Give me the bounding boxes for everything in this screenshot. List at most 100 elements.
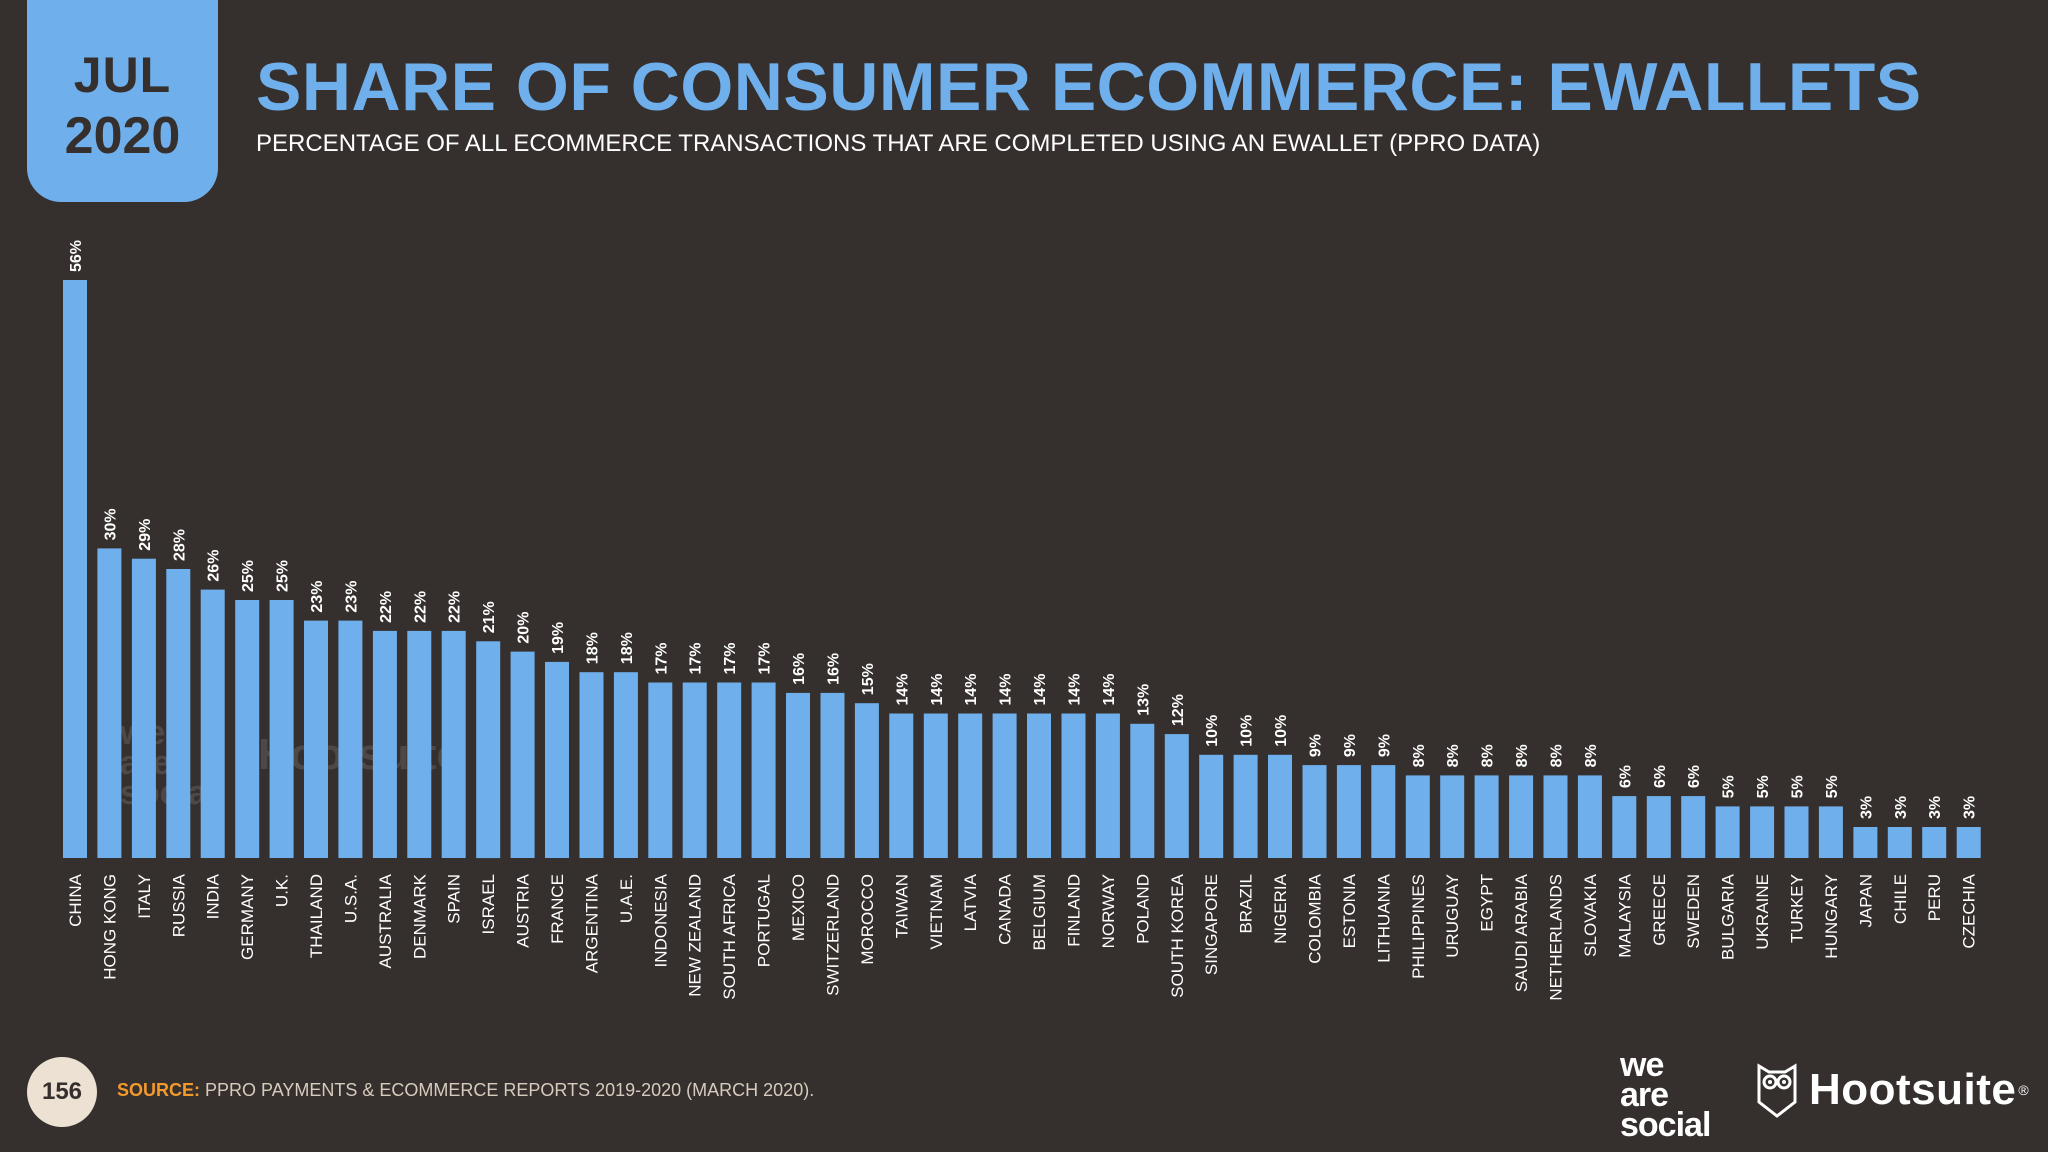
category-label: PHILIPPINES: [1409, 874, 1428, 979]
bar: [510, 651, 535, 858]
category-label: LITHUANIA: [1374, 873, 1393, 962]
category-label: U.A.E.: [617, 874, 636, 923]
category-label: RUSSIA: [169, 873, 188, 937]
bar: [338, 620, 363, 858]
data-label: 15%: [860, 663, 877, 695]
category-label: HUNGARY: [1822, 874, 1841, 959]
category-label: CZECHIA: [1960, 873, 1979, 948]
date-badge: JUL 2020: [27, 0, 218, 202]
bar: [717, 682, 742, 858]
data-label: 5%: [1755, 775, 1772, 798]
data-label: 25%: [240, 560, 257, 592]
data-label: 9%: [1308, 734, 1325, 757]
category-label: CHILE: [1891, 874, 1910, 924]
bar: [166, 569, 191, 858]
bar: [476, 641, 501, 859]
data-label: 21%: [481, 601, 498, 633]
badge-month: JUL: [73, 47, 172, 103]
category-label: NORWAY: [1099, 874, 1118, 948]
data-label: 14%: [1101, 673, 1118, 705]
bar: [1887, 827, 1912, 858]
data-label: 10%: [1273, 715, 1290, 747]
category-label: POLAND: [1133, 874, 1152, 944]
data-label: 22%: [447, 591, 464, 623]
category-label: ESTONIA: [1340, 873, 1359, 948]
bar: [1543, 775, 1568, 858]
category-label: SINGAPORE: [1202, 874, 1221, 975]
source-text: PPRO PAYMENTS & ECOMMERCE REPORTS 2019-2…: [205, 1080, 815, 1100]
bar: [648, 682, 673, 858]
category-label: ITALY: [135, 874, 154, 919]
data-label: 9%: [1376, 734, 1393, 757]
registered-mark: ®: [2018, 1082, 2029, 1098]
category-label: BULGARIA: [1719, 873, 1738, 960]
category-label: SOUTH AFRICA: [720, 873, 739, 999]
chart-subtitle: PERCENTAGE OF ALL ECOMMERCE TRANSACTIONS…: [256, 130, 1541, 157]
category-label: MALAYSIA: [1615, 873, 1634, 957]
data-label: 16%: [791, 653, 808, 685]
category-label: CHINA: [66, 873, 85, 927]
category-label: GERMANY: [238, 874, 257, 960]
data-label: 17%: [688, 642, 705, 674]
data-label: 25%: [275, 560, 292, 592]
bar: [1095, 713, 1120, 858]
data-label: 14%: [1067, 673, 1084, 705]
data-label: 18%: [585, 632, 602, 664]
data-label: 18%: [619, 632, 636, 664]
bar: [1509, 775, 1534, 858]
data-label: 6%: [1617, 765, 1634, 788]
category-label: SWEDEN: [1684, 874, 1703, 949]
data-label: 8%: [1514, 744, 1531, 767]
bar: [1715, 806, 1740, 858]
category-label: SWITZERLAND: [824, 874, 843, 996]
bar: [269, 600, 294, 858]
data-label: 23%: [343, 581, 360, 613]
category-label: FINLAND: [1065, 874, 1084, 947]
category-label: SPAIN: [445, 874, 464, 924]
data-label: 29%: [137, 519, 154, 551]
owl-icon: [1757, 1063, 1797, 1118]
bar: [682, 682, 707, 858]
bar-chart: 56% CHINA 30% HONG KONG 29% ITALY 28% RUSSIA 26%…: [63, 240, 1981, 1001]
data-label: 6%: [1652, 765, 1669, 788]
data-label: 3%: [1858, 796, 1875, 819]
data-label: 14%: [1032, 673, 1049, 705]
data-label: 13%: [1135, 684, 1152, 716]
category-label: LATVIA: [961, 873, 980, 931]
bar: [923, 713, 948, 858]
category-label: NEW ZEALAND: [686, 874, 705, 997]
category-label: SAUDI ARABIA: [1512, 873, 1531, 992]
category-label: THAILAND: [307, 874, 326, 958]
data-label: 22%: [412, 591, 429, 623]
category-label: COLOMBIA: [1306, 873, 1325, 963]
bar: [1681, 796, 1706, 858]
bar: [992, 713, 1017, 858]
page-number: 156: [27, 1057, 97, 1127]
category-label: UKRAINE: [1753, 874, 1772, 950]
bar: [1336, 765, 1361, 858]
data-label: 14%: [894, 673, 911, 705]
data-label: 17%: [722, 642, 739, 674]
data-label: 22%: [378, 591, 395, 623]
bar: [372, 630, 397, 858]
category-label: VIETNAM: [927, 874, 946, 950]
badge-year: 2020: [64, 107, 181, 165]
bar: [304, 620, 328, 858]
data-label: 8%: [1480, 744, 1497, 767]
data-label: 19%: [550, 622, 567, 654]
bar: [235, 600, 260, 858]
bar: [545, 661, 569, 858]
category-label: JAPAN: [1856, 874, 1875, 928]
chart-title: SHARE OF CONSUMER ECOMMERCE: EWALLETS: [256, 49, 1922, 125]
bar: [1302, 765, 1327, 858]
category-label: U.S.A.: [341, 874, 360, 923]
bar: [854, 703, 879, 858]
category-label: URUGUAY: [1443, 874, 1462, 958]
bar: [1577, 775, 1602, 858]
data-label: 20%: [516, 612, 533, 644]
bar: [820, 692, 845, 858]
bar: [579, 672, 604, 858]
category-label: SLOVAKIA: [1581, 873, 1600, 956]
bar: [958, 713, 983, 858]
data-label: 12%: [1170, 694, 1187, 726]
